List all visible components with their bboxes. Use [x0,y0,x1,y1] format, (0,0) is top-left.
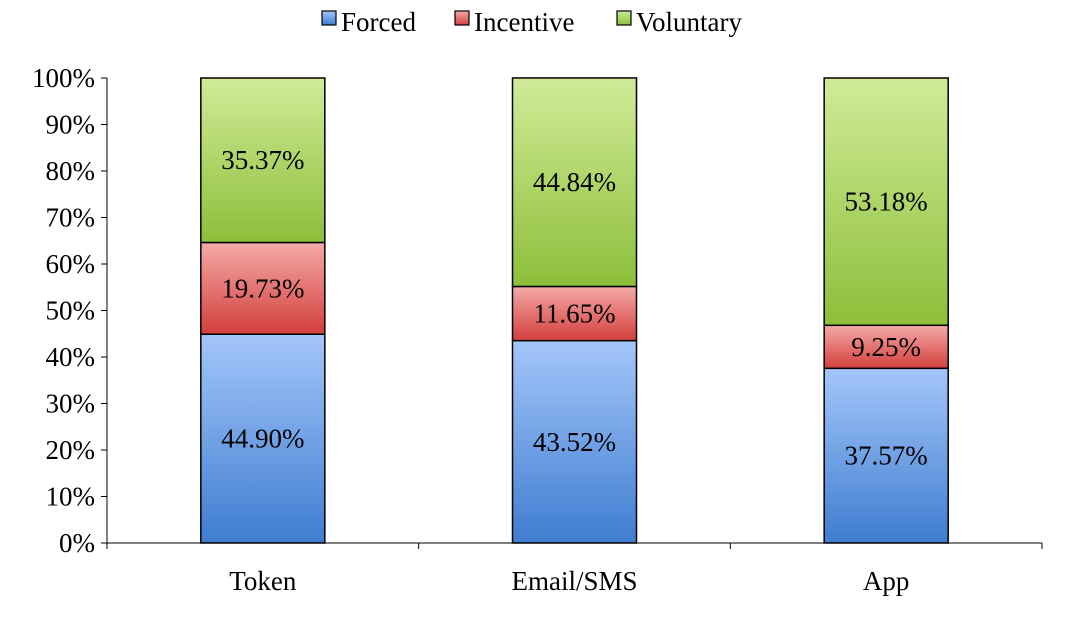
y-tick-label: 70% [46,203,96,233]
y-tick-label: 100% [32,63,95,93]
y-tick-label: 40% [46,342,96,372]
bar-forced [200,333,326,544]
bar-voluntary [511,77,638,288]
legend-label-incentive: Incentive [474,7,574,37]
x-category-label: Email/SMS [511,566,637,596]
y-tick-label: 80% [46,156,96,186]
data-label-incentive: 9.25% [851,332,921,362]
data-label-forced: 37.57% [845,441,928,471]
data-label-voluntary: 44.84% [533,167,616,197]
data-label-voluntary: 35.37% [221,145,304,175]
legend: Forced Incentive Voluntary [321,7,742,37]
bar-incentive [511,285,638,342]
y-tick-label: 10% [46,482,96,512]
bar-group-email-sms: 43.52% 11.65% 44.84% [511,77,638,544]
bar-group-token: 44.90% 19.73% 35.37% [200,77,326,544]
bar-voluntary [200,77,326,244]
bar-incentive [823,324,949,370]
legend-item-voluntary: Voluntary [616,7,742,37]
y-axis: 0% 10% 20% 30% 40% 50% 60% 70% 80% 90% 100% [32,63,108,558]
legend-item-incentive: Incentive [454,7,574,37]
bars: 44.90% 19.73% 35.37% 43.52% 11.65% 44.84% 37.5… [200,77,949,544]
legend-label-forced: Forced [341,7,416,37]
y-tick-label: 50% [46,296,96,326]
data-label-incentive: 11.65% [533,299,615,329]
legend-swatch-incentive [454,10,470,26]
x-axis: Token Email/SMS App [106,542,1043,596]
legend-item-forced: Forced [321,7,416,37]
bar-voluntary [823,77,949,327]
bar-forced [823,367,949,544]
y-tick-label: 20% [46,435,96,465]
legend-swatch-voluntary [616,10,632,26]
x-category-label: Token [229,566,297,596]
y-tick-label: 60% [46,249,96,279]
data-label-forced: 43.52% [533,427,616,457]
legend-label-voluntary: Voluntary [636,7,742,37]
y-tick-label: 0% [59,528,95,558]
x-category-label: App [863,566,910,596]
y-tick-label: 30% [46,389,96,419]
legend-swatch-forced [321,10,337,26]
bar-group-app: 37.57% 9.25% 53.18% [823,77,949,544]
data-label-voluntary: 53.18% [845,187,928,217]
data-label-incentive: 19.73% [221,273,304,303]
data-label-forced: 44.90% [221,424,304,454]
y-tick-label: 90% [46,110,96,140]
